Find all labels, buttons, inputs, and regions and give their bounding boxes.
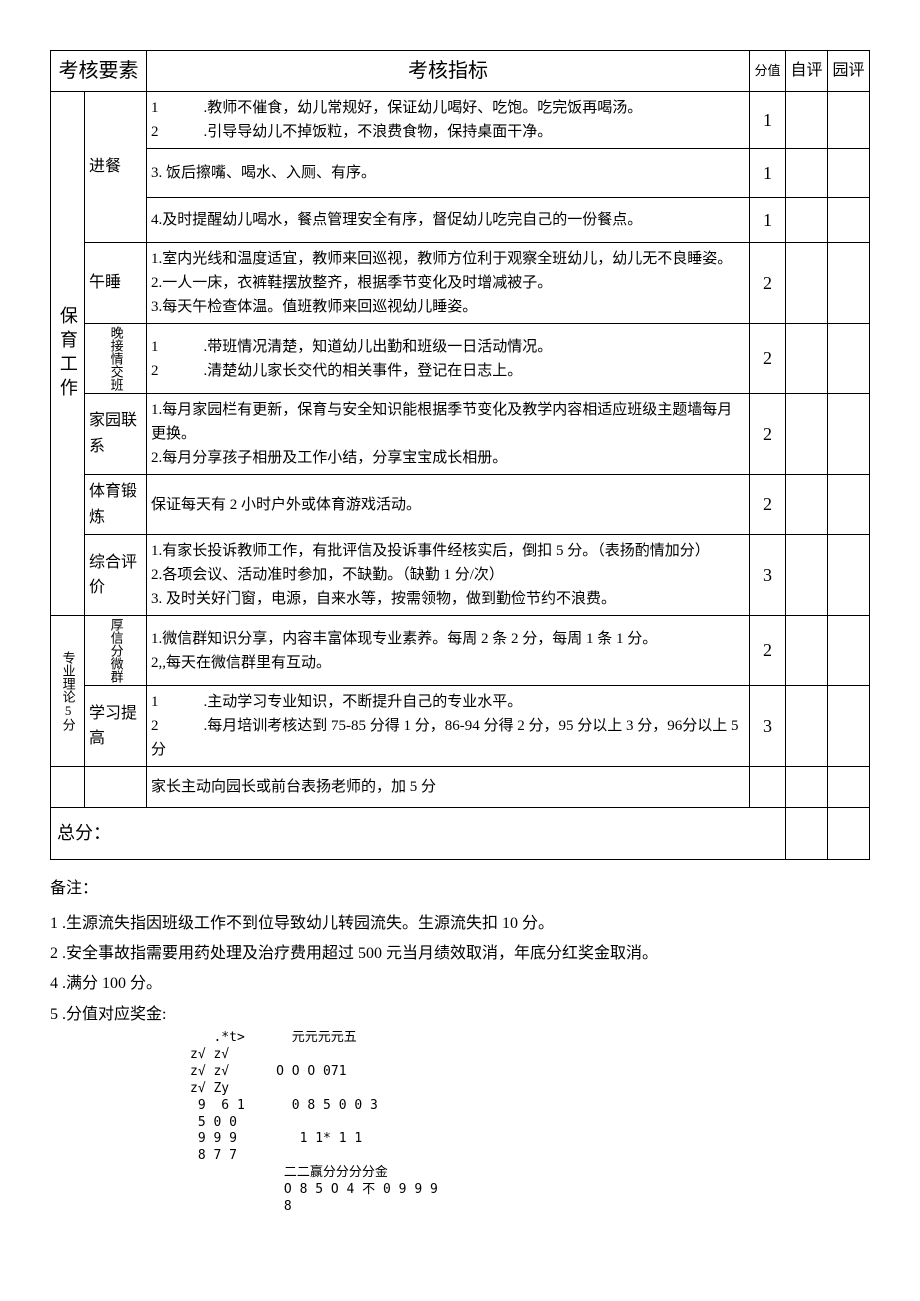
score-cell: 1 (750, 198, 786, 243)
self-eval-cell (786, 767, 828, 808)
garden-eval-cell (828, 198, 870, 243)
table-row: 午睡 1.室内光线和温度适宜，教师来回巡视，教师方位利于观察全班幼儿，幼儿无不良… (51, 243, 870, 324)
notes-title: 备注： (50, 874, 870, 904)
self-eval-cell (786, 394, 828, 475)
table-row: 家长主动向园长或前台表扬老师的，加 5 分 (51, 767, 870, 808)
indicator-cell: 1 .主动学习专业知识，不断提升自己的专业水平。 2 .每月培训考核达到 75-… (147, 686, 750, 767)
table-row: 综合评价 1.有家长投诉教师工作，有批评信及投诉事件经核实后，倒扣 5 分。（表… (51, 535, 870, 616)
total-row: 总分： (51, 808, 870, 860)
score-cell: 2 (750, 394, 786, 475)
indicator-cell: 1 .带班情况清楚，知道幼儿出勤和班级一日活动情况。 2 .清楚幼儿家长交代的相… (147, 324, 750, 394)
table-row: 4.及时提醒幼儿喝水，餐点管理安全有序，督促幼儿吃完自己的一份餐点。 1 (51, 198, 870, 243)
table-row: 学习提高 1 .主动学习专业知识，不断提升自己的专业水平。 2 .每月培训考核达… (51, 686, 870, 767)
table-row: 保育工作 进餐 1 .教师不催食，幼儿常规好，保证幼儿喝好、吃饱。吃完饭再喝汤。… (51, 92, 870, 149)
empty-cell (85, 767, 147, 808)
indicator-cell: 家长主动向园长或前台表扬老师的，加 5 分 (147, 767, 750, 808)
total-label: 总分： (51, 808, 786, 860)
garbled-text: .*t> 元元元元五 z√ z√ z√ z√ O O O 071 z√ Zy 9… (190, 1030, 870, 1216)
table-row: 家园联系 1.每月家园栏有更新，保育与安全知识能根据季节变化及教学内容相适应班级… (51, 394, 870, 475)
score-cell: 2 (750, 243, 786, 324)
empty-cell (51, 767, 85, 808)
indicator-cell: 1.有家长投诉教师工作，有批评信及投诉事件经核实后，倒扣 5 分。（表扬酌情加分… (147, 535, 750, 616)
garden-eval-cell (828, 394, 870, 475)
category-baoyu: 保育工作 (51, 92, 85, 616)
garden-eval-cell (828, 475, 870, 535)
header-element: 考核要素 (51, 51, 147, 92)
score-cell: 1 (750, 149, 786, 198)
garden-eval-total (828, 808, 870, 860)
score-cell: 3 (750, 686, 786, 767)
subcat-jincan: 进餐 (85, 92, 147, 243)
self-eval-cell (786, 324, 828, 394)
indicator-cell: 1 .教师不催食，幼儿常规好，保证幼儿喝好、吃饱。吃完饭再喝汤。 2 .引导导幼… (147, 92, 750, 149)
self-eval-total (786, 808, 828, 860)
category-zhuanye: 专业理论5分 (51, 616, 85, 767)
score-cell (750, 767, 786, 808)
score-cell: 3 (750, 535, 786, 616)
table-row: 体育锻炼 保证每天有 2 小时户外或体育游戏活动。 2 (51, 475, 870, 535)
self-eval-cell (786, 243, 828, 324)
score-cell: 2 (750, 324, 786, 394)
self-eval-cell (786, 616, 828, 686)
indicator-cell: 1.每月家园栏有更新，保育与安全知识能根据季节变化及教学内容相适应班级主题墙每月… (147, 394, 750, 475)
score-cell: 2 (750, 616, 786, 686)
subcat-tiyu: 体育锻炼 (85, 475, 147, 535)
self-eval-cell (786, 535, 828, 616)
self-eval-cell (786, 198, 828, 243)
table-row: 专业理论5分 厚信分微群 1.微信群知识分享，内容丰富体现专业素养。每周 2 条… (51, 616, 870, 686)
header-indicator: 考核指标 (147, 51, 750, 92)
header-garden-eval: 园评 (828, 51, 870, 92)
garden-eval-cell (828, 92, 870, 149)
self-eval-cell (786, 686, 828, 767)
assessment-table: 考核要素 考核指标 分值 自评 园评 保育工作 进餐 1 .教师不催食，幼儿常规… (50, 50, 870, 860)
note-item: 4 .满分 100 分。 (50, 969, 870, 999)
garden-eval-cell (828, 535, 870, 616)
note-item: 5 .分值对应奖金: (50, 1000, 870, 1030)
subcat-weixin: 厚信分微群 (85, 616, 147, 686)
score-cell: 2 (750, 475, 786, 535)
self-eval-cell (786, 475, 828, 535)
indicator-cell: 1.室内光线和温度适宜，教师来回巡视，教师方位利于观察全班幼儿，幼儿无不良睡姿。… (147, 243, 750, 324)
self-eval-cell (786, 149, 828, 198)
indicator-cell: 1.微信群知识分享，内容丰富体现专业素养。每周 2 条 2 分，每周 1 条 1… (147, 616, 750, 686)
header-score-value: 分值 (750, 51, 786, 92)
indicator-cell: 3. 饭后擦嘴、喝水、入厕、有序。 (147, 149, 750, 198)
subcat-jiayuan: 家园联系 (85, 394, 147, 475)
garden-eval-cell (828, 686, 870, 767)
score-cell: 1 (750, 92, 786, 149)
subcat-zonghe: 综合评价 (85, 535, 147, 616)
header-self-eval: 自评 (786, 51, 828, 92)
garden-eval-cell (828, 243, 870, 324)
indicator-cell: 保证每天有 2 小时户外或体育游戏活动。 (147, 475, 750, 535)
note-item: 2 .安全事故指需要用药处理及治疗费用超过 500 元当月绩效取消，年底分红奖金… (50, 939, 870, 969)
self-eval-cell (786, 92, 828, 149)
garden-eval-cell (828, 767, 870, 808)
note-item: 1 .生源流失指因班级工作不到位导致幼儿转园流失。生源流失扣 10 分。 (50, 909, 870, 939)
table-row: 3. 饭后擦嘴、喝水、入厕、有序。 1 (51, 149, 870, 198)
garden-eval-cell (828, 149, 870, 198)
garden-eval-cell (828, 324, 870, 394)
table-header-row: 考核要素 考核指标 分值 自评 园评 (51, 51, 870, 92)
indicator-cell: 4.及时提醒幼儿喝水，餐点管理安全有序，督促幼儿吃完自己的一份餐点。 (147, 198, 750, 243)
table-row: 晚接情交班 1 .带班情况清楚，知道幼儿出勤和班级一日活动情况。 2 .清楚幼儿… (51, 324, 870, 394)
notes-section: 备注： 1 .生源流失指因班级工作不到位导致幼儿转园流失。生源流失扣 10 分。… (50, 874, 870, 1216)
subcat-jiaojie: 晚接情交班 (85, 324, 147, 394)
subcat-wushui: 午睡 (85, 243, 147, 324)
subcat-xuexi: 学习提高 (85, 686, 147, 767)
garden-eval-cell (828, 616, 870, 686)
